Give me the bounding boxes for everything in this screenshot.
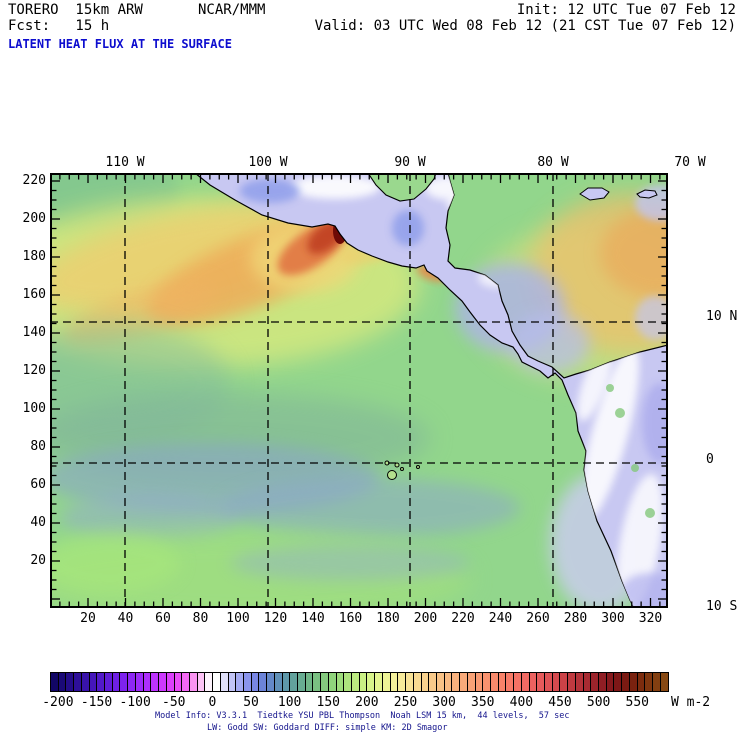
model-name: TORERO 15km ARW: [8, 2, 143, 18]
left-axis-label: 120: [22, 363, 46, 378]
top-axis-label: 90 W: [394, 155, 426, 170]
left-axis-label: 20: [30, 553, 46, 568]
left-axis-label: 40: [30, 515, 46, 530]
map-svg: [50, 173, 668, 608]
model-info-line1: Model Info: V3.3.1 Tiedtke YSU PBL Thomp…: [155, 711, 570, 721]
bottom-axis-label: 220: [451, 611, 475, 626]
bottom-axis-label: 120: [263, 611, 288, 626]
bottom-axis-label: 80: [192, 611, 209, 626]
bottom-axis-label: 140: [301, 611, 325, 626]
right-axis-label: 0: [706, 452, 714, 467]
top-axis-label: 70 W: [674, 155, 706, 170]
left-axis-label: 220: [22, 173, 46, 188]
model-info-line2: LW: Godd SW: Goddard DIFF: simple KM: 2D…: [207, 723, 448, 733]
colorbar-value-label: 150: [316, 695, 340, 710]
colorbar-value-label: 50: [243, 695, 259, 710]
plot-title: LATENT HEAT FLUX AT THE SURFACE: [8, 37, 232, 51]
valid-time: Valid: 03 UTC Wed 08 Feb 12 (21 CST Tue …: [314, 18, 736, 34]
top-axis-label: 100 W: [248, 155, 288, 170]
left-axis-label: 80: [30, 439, 46, 454]
colorbar-value-label: -200: [42, 695, 74, 710]
org-name: NCAR/MMM: [198, 2, 266, 18]
axis-ticks: [52, 175, 666, 606]
caribbean-island: [636, 189, 658, 199]
forecast-hour: Fcst: 15 h: [8, 18, 110, 34]
left-axis-label: 180: [22, 249, 46, 264]
colorbar-value-label: -50: [162, 695, 186, 710]
map-plot: [50, 173, 668, 608]
left-axis-label: 140: [22, 325, 46, 340]
caribbean-island: [579, 187, 610, 201]
latlon-grid: [50, 173, 668, 608]
colorbar-value-label: 400: [509, 695, 534, 710]
bottom-axis-label: 200: [413, 611, 438, 626]
colorbar-value-label: -150: [80, 695, 113, 710]
bottom-axis-label: 100: [226, 611, 250, 626]
bottom-axis-label: 260: [526, 611, 550, 626]
left-axis-label: 200: [22, 211, 46, 226]
colorbar: [50, 672, 669, 692]
top-axis-label: 110 W: [105, 155, 145, 170]
colorbar-value-label: 100: [277, 695, 302, 710]
bottom-axis-label: 240: [488, 611, 513, 626]
left-axis-label: 160: [22, 287, 46, 302]
colorbar-value-label: 450: [548, 695, 572, 710]
top-axis-label: 80 W: [537, 155, 569, 170]
colorbar-value-label: 550: [625, 695, 649, 710]
colorbar-value-label: 250: [393, 695, 418, 710]
init-time: Init: 12 UTC Tue 07 Feb 12: [516, 2, 736, 18]
bottom-axis-label: 60: [155, 611, 171, 626]
bottom-axis-label: 300: [601, 611, 625, 626]
colorbar-value-label: 500: [586, 695, 611, 710]
bottom-axis-label: 40: [117, 611, 134, 626]
colorbar-value-label: 200: [355, 695, 379, 710]
right-axis-label: 10 S: [706, 599, 738, 614]
colorbar-value-label: 0: [208, 695, 217, 710]
bottom-axis-label: 280: [563, 611, 588, 626]
left-axis-label: 100: [22, 401, 46, 416]
bottom-axis-label: 20: [80, 611, 96, 626]
bottom-axis-label: 320: [638, 611, 663, 626]
left-axis-label: 60: [30, 477, 46, 492]
bottom-axis-label: 180: [376, 611, 400, 626]
colorbar-cell: [659, 672, 669, 692]
colorbar-unit: W m-2: [671, 695, 711, 710]
colorbar-value-label: 300: [432, 695, 456, 710]
plot-frame-border: [50, 173, 668, 608]
bottom-axis-label: 160: [338, 611, 363, 626]
colorbar-value-label: -100: [119, 695, 151, 710]
colorbar-value-label: 350: [471, 695, 495, 710]
right-axis-label: 10 N: [706, 309, 738, 324]
